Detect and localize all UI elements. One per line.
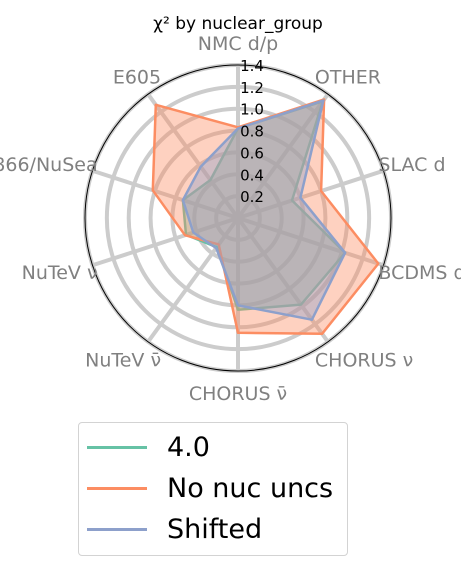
category-label-6: CHORUS ν̄ bbox=[189, 383, 287, 405]
legend-item-series-3: Shifted bbox=[87, 509, 262, 549]
category-label-1: NMC d/p bbox=[198, 33, 278, 55]
legend: 4.0 No nuc uncs Shifted bbox=[78, 422, 348, 556]
radial-tick-label-1: 0.2 bbox=[240, 188, 264, 206]
legend-item-series-2: No nuc uncs bbox=[87, 468, 333, 508]
legend-swatch-series-2 bbox=[87, 487, 147, 490]
legend-swatch-series-1 bbox=[87, 446, 147, 449]
radial-tick-label-7: 1.4 bbox=[240, 57, 264, 75]
legend-swatch-series-3 bbox=[87, 528, 147, 531]
chart-title: χ² by nuclear_group bbox=[153, 14, 323, 34]
category-label-3: SLAC d bbox=[378, 154, 445, 176]
radial-tick-label-3: 0.6 bbox=[240, 144, 264, 162]
category-label-2: OTHER bbox=[315, 66, 381, 88]
series-layer bbox=[153, 100, 378, 334]
radial-tick-label-4: 0.8 bbox=[240, 123, 264, 141]
radial-tick-label-6: 1.2 bbox=[240, 79, 264, 97]
category-label-4: BCDMS d bbox=[378, 262, 461, 284]
legend-item-series-1: 4.0 bbox=[87, 427, 210, 467]
category-label-7: NuTeV ν̄ bbox=[85, 350, 161, 372]
legend-label-series-3: Shifted bbox=[167, 514, 262, 545]
legend-label-series-2: No nuc uncs bbox=[167, 473, 333, 504]
category-label-10: E605 bbox=[113, 66, 161, 88]
legend-label-series-1: 4.0 bbox=[167, 432, 210, 463]
category-label-9: E866/NuSea bbox=[0, 154, 98, 176]
radial-tick-label-5: 1.0 bbox=[240, 101, 264, 119]
category-label-8: NuTeV ν bbox=[22, 262, 98, 284]
radial-tick-label-2: 0.4 bbox=[240, 166, 264, 184]
category-label-5: CHORUS ν bbox=[315, 350, 413, 372]
